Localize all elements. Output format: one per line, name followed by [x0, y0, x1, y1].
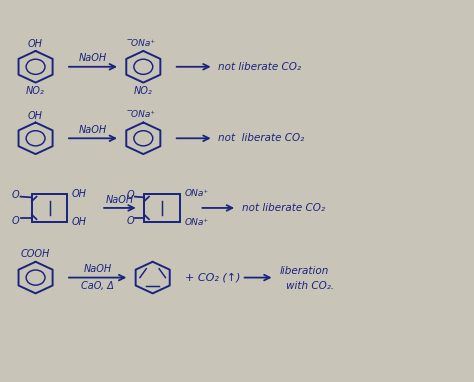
Bar	[32, 194, 67, 222]
Text: NaOH: NaOH	[79, 53, 107, 63]
Text: liberation: liberation	[279, 266, 328, 276]
Bar	[144, 194, 180, 222]
Text: ONa⁺: ONa⁺	[185, 218, 209, 227]
Text: with CO₂.: with CO₂.	[286, 281, 334, 291]
Text: OH: OH	[71, 189, 86, 199]
Text: OH: OH	[28, 39, 43, 49]
Text: NO₂: NO₂	[26, 86, 45, 96]
Text: O: O	[12, 216, 20, 226]
Text: ONa⁺: ONa⁺	[185, 189, 209, 198]
Text: + CO₂ (↑): + CO₂ (↑)	[185, 273, 241, 283]
Text: COOH: COOH	[21, 249, 50, 259]
Text: CaO, Δ: CaO, Δ	[81, 281, 114, 291]
Text: O: O	[12, 190, 20, 200]
Text: NaOH: NaOH	[106, 195, 134, 205]
Text: OH: OH	[71, 217, 86, 227]
Text: O: O	[127, 190, 134, 200]
Text: not liberate CO₂: not liberate CO₂	[242, 203, 325, 213]
Text: ̅ONa⁺: ̅ONa⁺	[131, 110, 155, 120]
Text: NaOH: NaOH	[83, 264, 112, 274]
Text: NO₂: NO₂	[134, 86, 153, 96]
Text: not  liberate CO₂: not liberate CO₂	[218, 133, 304, 143]
Text: OH: OH	[28, 111, 43, 121]
Text: O: O	[127, 216, 134, 226]
Text: NaOH: NaOH	[79, 125, 107, 135]
Text: not liberate CO₂: not liberate CO₂	[218, 62, 301, 72]
Text: ̅ONa⁺: ̅ONa⁺	[131, 39, 155, 48]
